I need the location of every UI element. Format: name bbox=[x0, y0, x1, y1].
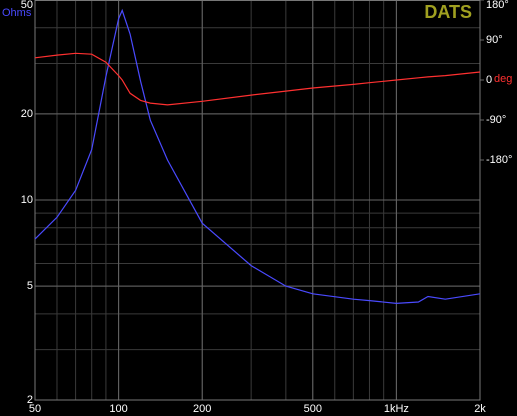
y2-tick-label: -180° bbox=[486, 154, 512, 166]
y2-tick-label: 90° bbox=[486, 34, 503, 46]
y-tick-label: 50 bbox=[21, 0, 33, 11]
x-tick-label: 2k bbox=[474, 403, 486, 415]
x-tick-label: 200 bbox=[193, 403, 211, 415]
y2-tick-label: -90° bbox=[486, 114, 506, 126]
series-line bbox=[34, 52, 481, 106]
chart-title: DATS bbox=[424, 2, 472, 22]
x-tick-label: 500 bbox=[304, 403, 322, 415]
y-tick-label: 5 bbox=[27, 280, 33, 292]
x-tick-label: 1kHz bbox=[384, 403, 409, 415]
y2-tick-label: 0 bbox=[486, 74, 492, 86]
y2-axis-label: deg bbox=[494, 73, 512, 85]
y-axis-label: Ohms bbox=[2, 7, 32, 19]
y-tick-label: 10 bbox=[21, 194, 33, 206]
y-tick-label: 20 bbox=[21, 108, 33, 120]
x-tick-label: 50 bbox=[29, 403, 41, 415]
y2-tick-label: 180° bbox=[486, 0, 509, 11]
y-tick-label: 2 bbox=[27, 394, 33, 406]
plot-frame bbox=[34, 0, 481, 401]
series-line bbox=[34, 8, 481, 305]
x-tick-label: 100 bbox=[109, 403, 127, 415]
